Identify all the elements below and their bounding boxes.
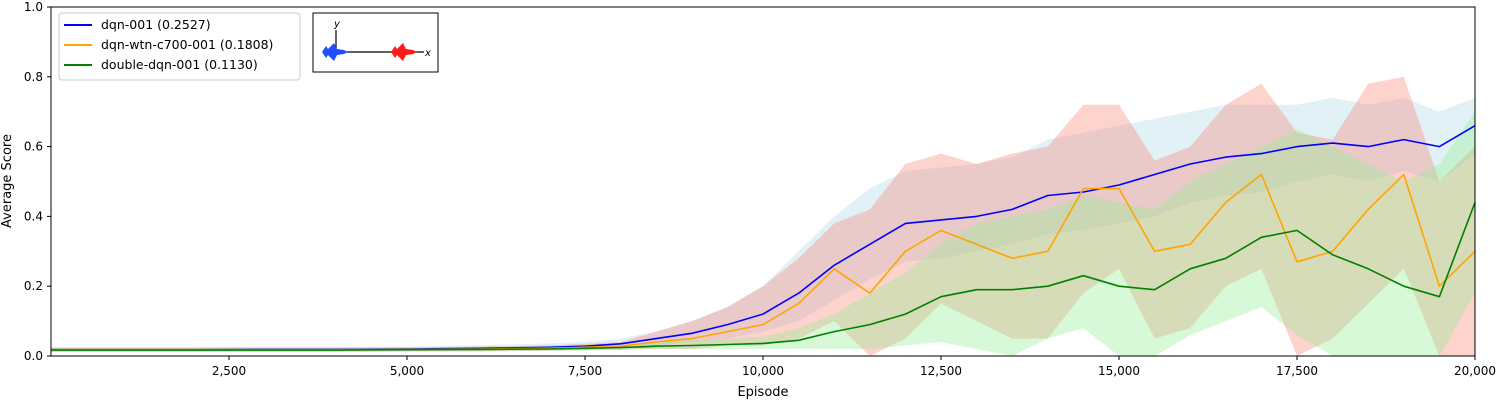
x-tick-label: 2,500 xyxy=(212,364,246,378)
y-axis-label: Average Score xyxy=(0,134,15,228)
confidence-bands xyxy=(51,76,1475,357)
x-axis-label: Episode xyxy=(737,385,788,400)
inset-diagram: y x xyxy=(312,12,439,73)
y-tick-label: 0.4 xyxy=(24,209,43,223)
blue-ship-icon xyxy=(322,43,348,61)
band-1 xyxy=(51,76,1475,357)
y-tick-label: 0.6 xyxy=(24,140,43,154)
x-axis-ticks: 2,500 5,000 7,500 10,000 12,500 15,000 17,500 2… xyxy=(212,356,1496,378)
x-tick-label: 20,000 xyxy=(1454,364,1496,378)
y-tick-label: 0.8 xyxy=(24,70,43,84)
x-tick-label: 12,500 xyxy=(920,364,962,378)
x-tick-label: 15,000 xyxy=(1098,364,1140,378)
inset-x-label: x xyxy=(424,48,431,59)
y-tick-label: 0.0 xyxy=(24,349,43,363)
x-tick-label: 10,000 xyxy=(742,364,784,378)
legend-label: dqn-001 (0.2527) xyxy=(101,17,211,32)
legend-box xyxy=(58,12,301,81)
y-tick-label: 0.2 xyxy=(24,279,43,293)
inset-frame xyxy=(312,12,439,73)
red-ship-icon xyxy=(391,43,417,61)
x-tick-label: 5,000 xyxy=(390,364,424,378)
y-tick-label: 1.0 xyxy=(24,0,43,14)
inset-y-label: y xyxy=(333,19,341,30)
band-0 xyxy=(51,97,1475,352)
y-axis-ticks: 0.0 0.2 0.4 0.6 0.8 1.0 xyxy=(24,0,51,363)
series-lines xyxy=(51,125,1476,351)
series-line-2 xyxy=(51,202,1476,351)
legend-label: double-dqn-001 (0.1130) xyxy=(101,57,258,72)
legend-label: dqn-wtn-c700-001 (0.1808) xyxy=(101,37,273,52)
x-tick-label: 17,500 xyxy=(1276,364,1318,378)
legend: dqn-001 (0.2527) dqn-wtn-c700-001 (0.1808… xyxy=(58,12,301,81)
x-tick-label: 7,500 xyxy=(568,364,602,378)
band-2 xyxy=(51,111,1475,356)
